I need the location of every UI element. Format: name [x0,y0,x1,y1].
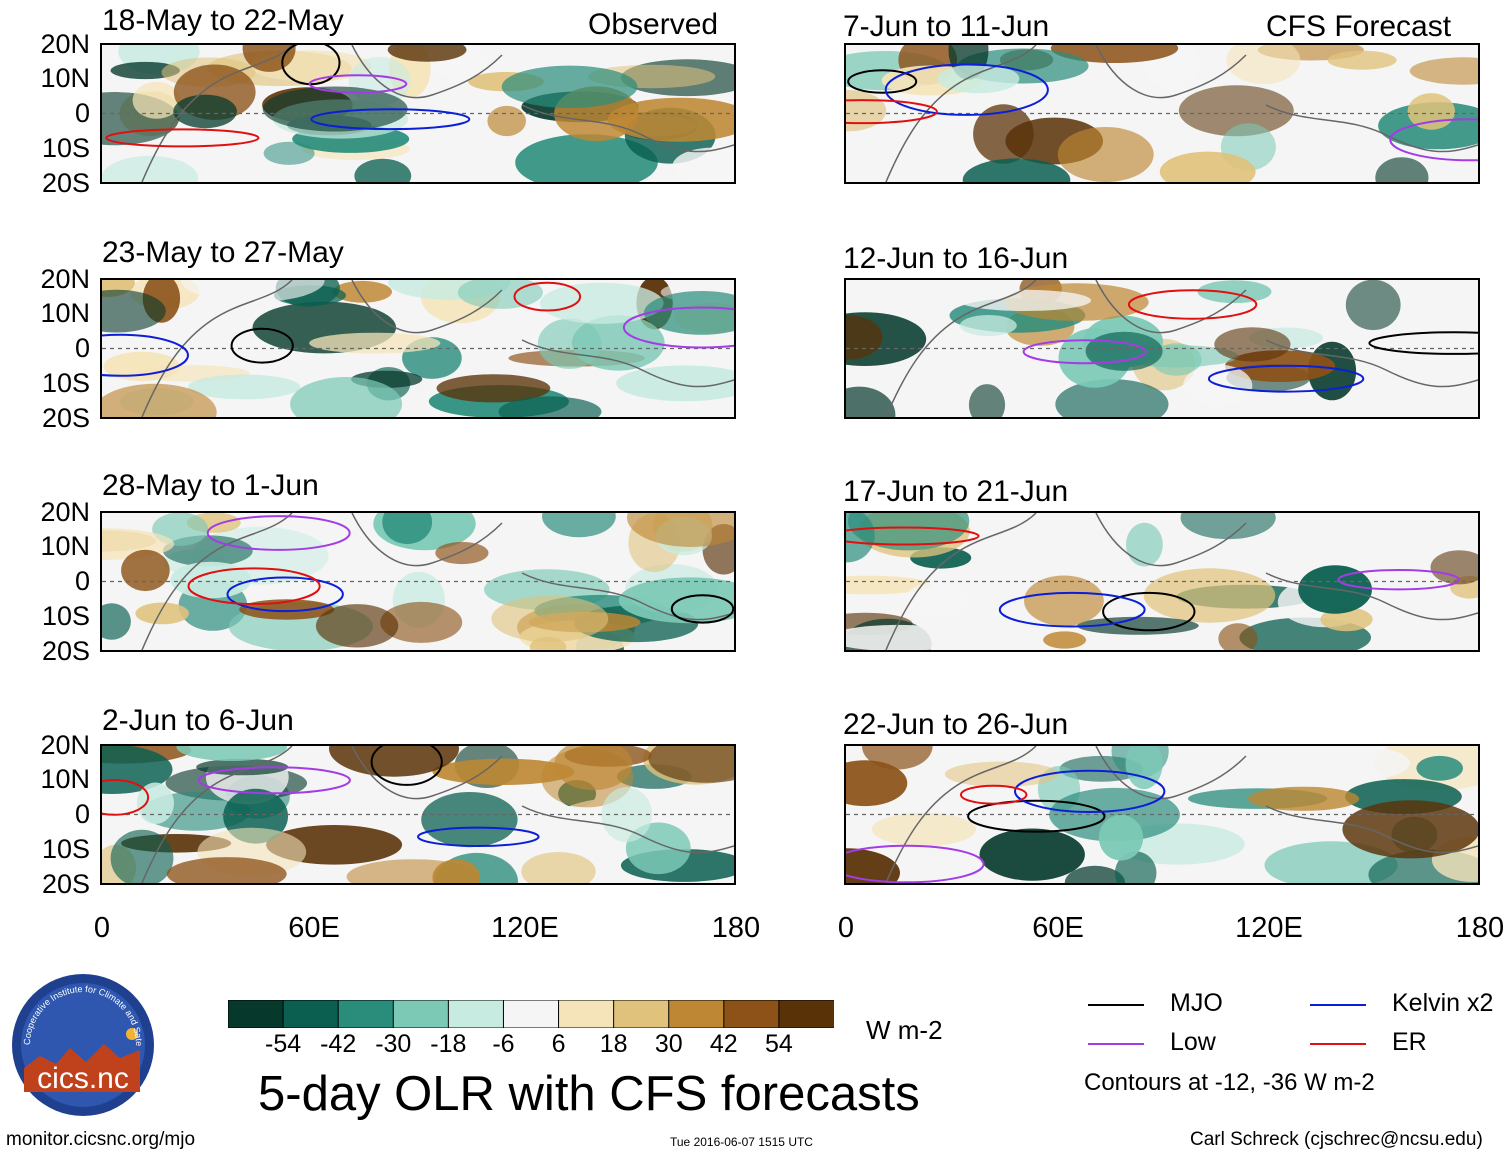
map-observed-3 [100,511,736,652]
lon-label-60e-left: 60E [288,912,340,944]
panel-title-forecast-2: 12-Jun to 16-Jun [843,242,1069,275]
timestamp: Tue 2016-06-07 1515 UTC [670,1135,813,1149]
lat-label-row3-4: 20S [41,636,90,666]
colorbar-tick-3: -18 [430,1030,467,1058]
lon-label-180-right: 180 [1455,912,1505,944]
lat-label-row2-0: 20N [40,264,90,294]
lat-label-row2-2: 0 [74,333,90,363]
colorbar-tick-0: -54 [265,1030,302,1058]
colorbar-tick-1: -42 [320,1030,357,1058]
lon-label-120e-left: 120E [491,912,559,944]
lat-label-row4-1: 10N [40,764,90,794]
lat-label-row1-4: 20S [41,168,90,198]
lat-label-row2-4: 20S [41,403,90,433]
lat-label-row3-2: 0 [74,566,90,596]
lat-label-row3-3: 10S [41,601,90,631]
lon-label-0-left: 0 [93,912,111,944]
colorbar-tick-4: -6 [492,1030,515,1058]
lat-label-row2-3: 10S [41,368,90,398]
colorbar-swatch-8 [668,999,725,1029]
legend-line-mjo [1088,1004,1144,1006]
map-forecast-1 [844,43,1480,184]
panel-title-observed-3: 28-May to 1-Jun [102,469,319,502]
colorbar-swatch-2 [337,999,395,1029]
lat-label-row1-1: 10N [40,63,90,93]
legend-label-er: ER [1392,1028,1427,1056]
colorbar-tick-6: 18 [599,1030,628,1058]
logo-text: cics.nc [37,1062,129,1095]
colorbar [227,999,835,1029]
colorbar-tick-8: 42 [709,1030,738,1058]
colorbar-swatch-9 [723,999,780,1029]
lat-label-row4-3: 10S [41,834,90,864]
lat-label-row3-1: 10N [40,531,90,561]
colorbar-swatch-0 [227,999,285,1029]
main-title: 5-day OLR with CFS forecasts [258,1067,920,1121]
forecast-label: CFS Forecast [1266,10,1452,43]
legend-label-kelvin: Kelvin x2 [1392,989,1494,1017]
colorbar-swatch-4 [447,999,505,1029]
units-label: W m-2 [866,1015,943,1045]
lat-label-row4-0: 20N [40,730,90,760]
colorbar-swatch-6 [558,999,615,1029]
map-forecast-2 [844,278,1480,419]
lon-label-0-right: 0 [837,912,855,944]
lon-label-180-left: 180 [711,912,761,944]
lat-label-row2-1: 10N [40,298,90,328]
lat-label-row3-0: 20N [40,497,90,527]
map-forecast-3 [844,511,1480,652]
observed-label: Observed [588,8,719,41]
panel-title-observed-2: 23-May to 27-May [102,236,344,269]
colorbar-tick-7: 30 [654,1030,683,1058]
lat-label-row4-2: 0 [74,799,90,829]
legend-label-low: Low [1170,1028,1216,1056]
map-forecast-4 [844,744,1480,885]
colorbar-swatch-3 [392,999,450,1029]
colorbar-swatch-5 [502,999,560,1029]
cics-logo: Cooperative Institute for Climate and Sa… [7,964,156,1118]
contour-note: Contours at -12, -36 W m-2 [1084,1069,1375,1096]
colorbar-tick-5: 6 [551,1030,566,1058]
legend-line-kelvin [1310,1004,1366,1006]
panel-title-forecast-1: 7-Jun to 11-Jun [843,10,1050,43]
legend-line-er [1310,1043,1366,1045]
lon-label-60e-right: 60E [1032,912,1084,944]
lat-label-row1-2: 0 [74,98,90,128]
legend-line-low [1088,1043,1144,1045]
lon-label-120e-right: 120E [1235,912,1303,944]
panel-title-forecast-3: 17-Jun to 21-Jun [843,475,1069,508]
map-observed-2 [100,278,736,419]
panel-title-forecast-4: 22-Jun to 26-Jun [843,708,1069,741]
map-observed-4 [100,744,736,885]
map-observed-1 [100,43,736,184]
lat-label-row1-0: 20N [40,29,90,59]
colorbar-tick-2: -30 [375,1030,412,1058]
site-url: monitor.cicsnc.org/mjo [6,1129,196,1150]
author: Carl Schreck (cjschrec@ncsu.edu) [1190,1129,1483,1150]
panel-title-observed-1: 18-May to 22-May [102,4,344,37]
colorbar-swatch-7 [613,999,670,1029]
lat-label-row1-3: 10S [41,133,90,163]
colorbar-tick-9: 54 [765,1030,793,1058]
panel-title-observed-4: 2-Jun to 6-Jun [102,704,294,737]
lat-label-row4-4: 20S [41,869,90,899]
legend-label-mjo: MJO [1170,989,1223,1017]
colorbar-swatch-1 [282,999,340,1029]
colorbar-swatch-10 [778,999,835,1029]
